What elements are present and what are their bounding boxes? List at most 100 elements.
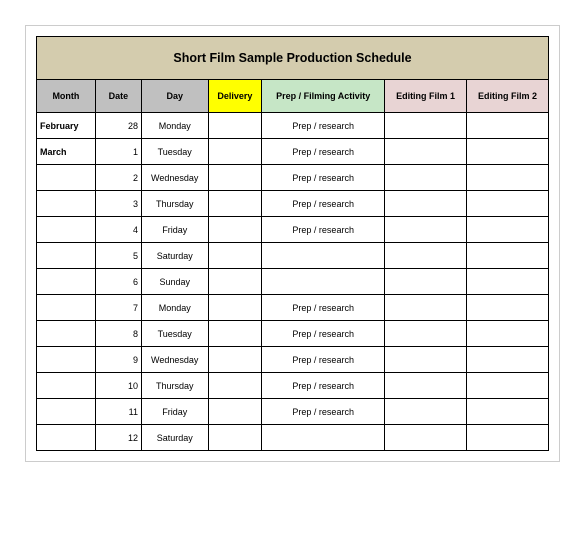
cell-date: 7 bbox=[95, 295, 141, 321]
cell-delivery bbox=[208, 321, 262, 347]
cell-prep bbox=[262, 269, 385, 295]
cell-delivery bbox=[208, 113, 262, 139]
cell-prep bbox=[262, 425, 385, 451]
cell-prep: Prep / research bbox=[262, 373, 385, 399]
header-date: Date bbox=[95, 80, 141, 113]
cell-prep: Prep / research bbox=[262, 139, 385, 165]
cell-day: Tuesday bbox=[141, 321, 208, 347]
table-row: 7Monday Prep / research bbox=[37, 295, 549, 321]
header-prep: Prep / Filming Activity bbox=[262, 80, 385, 113]
cell-day: Tuesday bbox=[141, 139, 208, 165]
cell-prep: Prep / research bbox=[262, 191, 385, 217]
cell-e2 bbox=[467, 243, 549, 269]
table-row: 12Saturday bbox=[37, 425, 549, 451]
cell-prep: Prep / research bbox=[262, 217, 385, 243]
cell-delivery bbox=[208, 295, 262, 321]
cell-prep: Prep / research bbox=[262, 399, 385, 425]
cell-e1 bbox=[385, 191, 467, 217]
cell-e1 bbox=[385, 321, 467, 347]
cell-date: 3 bbox=[95, 191, 141, 217]
cell-e1 bbox=[385, 399, 467, 425]
cell-date: 2 bbox=[95, 165, 141, 191]
cell-e2 bbox=[467, 321, 549, 347]
cell-date: 28 bbox=[95, 113, 141, 139]
header-editing1: Editing Film 1 bbox=[385, 80, 467, 113]
cell-day: Monday bbox=[141, 113, 208, 139]
header-editing2: Editing Film 2 bbox=[467, 80, 549, 113]
cell-date: 4 bbox=[95, 217, 141, 243]
cell-date: 1 bbox=[95, 139, 141, 165]
title-row: Short Film Sample Production Schedule bbox=[37, 37, 549, 80]
cell-delivery bbox=[208, 165, 262, 191]
cell-e2 bbox=[467, 165, 549, 191]
cell-day: Friday bbox=[141, 399, 208, 425]
table-row: 10ThursdayPrep / research bbox=[37, 373, 549, 399]
page-frame: Short Film Sample Production Schedule Mo… bbox=[25, 25, 560, 462]
table-row: 2Wednesday Prep / research bbox=[37, 165, 549, 191]
cell-month bbox=[37, 191, 96, 217]
cell-prep: Prep / research bbox=[262, 113, 385, 139]
cell-date: 6 bbox=[95, 269, 141, 295]
header-delivery: Delivery bbox=[208, 80, 262, 113]
cell-e2 bbox=[467, 113, 549, 139]
cell-e1 bbox=[385, 243, 467, 269]
cell-e2 bbox=[467, 269, 549, 295]
cell-e1 bbox=[385, 425, 467, 451]
cell-delivery bbox=[208, 243, 262, 269]
cell-month bbox=[37, 425, 96, 451]
cell-month bbox=[37, 399, 96, 425]
cell-date: 5 bbox=[95, 243, 141, 269]
cell-prep bbox=[262, 243, 385, 269]
cell-day: Sunday bbox=[141, 269, 208, 295]
cell-delivery bbox=[208, 347, 262, 373]
cell-e2 bbox=[467, 191, 549, 217]
table-row: 4FridayPrep / research bbox=[37, 217, 549, 243]
cell-date: 11 bbox=[95, 399, 141, 425]
cell-date: 9 bbox=[95, 347, 141, 373]
cell-e2 bbox=[467, 347, 549, 373]
schedule-table: Short Film Sample Production Schedule Mo… bbox=[36, 36, 549, 451]
cell-day: Saturday bbox=[141, 243, 208, 269]
cell-prep: Prep / research bbox=[262, 347, 385, 373]
cell-date: 12 bbox=[95, 425, 141, 451]
cell-e1 bbox=[385, 373, 467, 399]
table-row: 3ThursdayPrep / research bbox=[37, 191, 549, 217]
cell-month bbox=[37, 321, 96, 347]
cell-date: 10 bbox=[95, 373, 141, 399]
table-row: 8TuesdayPrep / research bbox=[37, 321, 549, 347]
cell-prep: Prep / research bbox=[262, 165, 385, 191]
cell-day: Saturday bbox=[141, 425, 208, 451]
cell-month bbox=[37, 243, 96, 269]
cell-month bbox=[37, 373, 96, 399]
cell-e1 bbox=[385, 217, 467, 243]
cell-day: Wednesday bbox=[141, 165, 208, 191]
cell-delivery bbox=[208, 399, 262, 425]
cell-e1 bbox=[385, 347, 467, 373]
cell-month bbox=[37, 295, 96, 321]
cell-month bbox=[37, 269, 96, 295]
cell-month bbox=[37, 165, 96, 191]
cell-month: March bbox=[37, 139, 96, 165]
header-row: Month Date Day Delivery Prep / Filming A… bbox=[37, 80, 549, 113]
cell-day: Monday bbox=[141, 295, 208, 321]
cell-e2 bbox=[467, 373, 549, 399]
cell-e2 bbox=[467, 295, 549, 321]
table-row: 5Saturday bbox=[37, 243, 549, 269]
cell-e1 bbox=[385, 165, 467, 191]
cell-day: Wednesday bbox=[141, 347, 208, 373]
cell-delivery bbox=[208, 191, 262, 217]
cell-e1 bbox=[385, 269, 467, 295]
table-row: February28MondayPrep / research bbox=[37, 113, 549, 139]
cell-e1 bbox=[385, 139, 467, 165]
header-day: Day bbox=[141, 80, 208, 113]
cell-prep: Prep / research bbox=[262, 295, 385, 321]
cell-month bbox=[37, 217, 96, 243]
cell-e1 bbox=[385, 295, 467, 321]
cell-date: 8 bbox=[95, 321, 141, 347]
page-title: Short Film Sample Production Schedule bbox=[37, 37, 549, 80]
header-month: Month bbox=[37, 80, 96, 113]
cell-e2 bbox=[467, 425, 549, 451]
cell-delivery bbox=[208, 139, 262, 165]
table-row: 6Sunday bbox=[37, 269, 549, 295]
cell-e1 bbox=[385, 113, 467, 139]
